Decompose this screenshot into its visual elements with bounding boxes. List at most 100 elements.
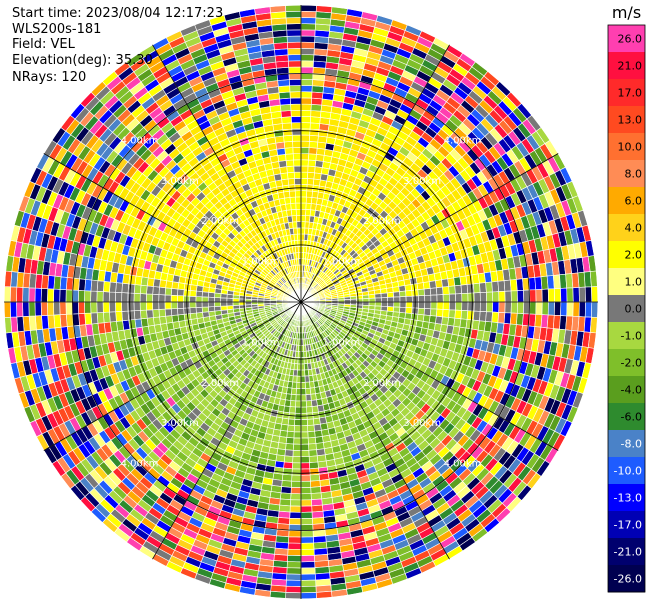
velocity-gate (380, 292, 388, 299)
velocity-gate (436, 308, 444, 318)
velocity-gate (300, 388, 307, 396)
velocity-gate (290, 480, 302, 488)
velocity-gate (139, 309, 148, 320)
velocity-gate (127, 283, 136, 294)
velocity-gate (279, 492, 292, 501)
velocity-gate (584, 286, 593, 303)
velocity-gate (287, 554, 302, 563)
velocity-gate (448, 293, 457, 303)
velocity-gate (201, 306, 210, 313)
velocity-gate (308, 147, 318, 155)
velocity-gate (553, 288, 562, 303)
velocity-gate (189, 307, 197, 314)
velocity-gate (152, 293, 160, 303)
velocity-gate (492, 301, 500, 313)
velocity-gate (442, 293, 450, 303)
velocity-gate (307, 159, 317, 167)
velocity-gate (448, 309, 456, 319)
velocity-gate (509, 279, 518, 292)
velocity-gate (293, 437, 302, 445)
velocity-gate (133, 310, 142, 320)
velocity-gate (310, 103, 323, 112)
velocity-gate (102, 311, 111, 324)
velocity-gate (300, 215, 306, 223)
velocity-gate (300, 66, 314, 74)
velocity-gate (455, 293, 463, 303)
velocity-gate (176, 301, 184, 309)
velocity-gate (300, 4, 317, 12)
velocity-gate (399, 290, 407, 298)
velocity-gate (541, 288, 549, 303)
velocity-gate (498, 290, 506, 303)
velocity-gate (368, 297, 376, 303)
velocity-gate (300, 23, 316, 31)
velocity-gate (405, 295, 413, 303)
velocity-gate (380, 297, 388, 303)
velocity-gate (300, 474, 311, 482)
velocity-gate (300, 91, 313, 99)
velocity-gate (516, 289, 525, 303)
velocity-gate (309, 467, 320, 476)
velocity-gate (127, 292, 135, 303)
velocity-gate (310, 492, 323, 501)
velocity-gate (300, 29, 316, 37)
velocity-gate (300, 592, 317, 600)
velocity-gate (307, 424, 315, 433)
velocity-gate (84, 290, 92, 303)
velocity-gate (34, 287, 42, 303)
velocity-gate (281, 480, 292, 488)
velocity-gate (309, 122, 321, 131)
velocity-gate (300, 54, 315, 62)
velocity-gate (195, 296, 203, 303)
velocity-gate (287, 424, 295, 433)
velocity-gate (300, 363, 305, 371)
velocity-gate (287, 542, 302, 550)
velocity-gate (491, 280, 500, 293)
velocity-gate (386, 287, 394, 294)
velocity-gate (386, 291, 395, 298)
velocity-gate (292, 456, 302, 464)
velocity-gate (278, 436, 288, 444)
velocity-gate (492, 291, 500, 303)
velocity-gate (300, 165, 309, 173)
velocity-gate (189, 301, 197, 309)
velocity-gate (308, 140, 319, 149)
velocity-gate (102, 280, 111, 293)
velocity-gate (214, 297, 222, 303)
velocity-gate (300, 153, 310, 161)
velocity-gate (497, 312, 506, 324)
velocity-gate (311, 85, 324, 94)
velocity-gate (152, 309, 160, 318)
velocity-gate (9, 286, 18, 303)
velocity-gate (306, 406, 313, 414)
velocity-gate (424, 301, 432, 310)
velocity-gate (472, 282, 481, 294)
velocity-gate (404, 284, 413, 292)
velocity-gate (300, 116, 312, 124)
velocity-gate (34, 301, 42, 317)
velocity-gate (572, 287, 580, 303)
velocity-gate (309, 387, 316, 395)
velocity-gate (285, 443, 294, 451)
velocity-gate (294, 406, 302, 414)
velocity-gate (393, 296, 401, 303)
velocity-gate (189, 295, 197, 303)
velocity-gate (300, 103, 312, 111)
velocity-gate (486, 291, 494, 303)
velocity-gate (109, 281, 117, 293)
velocity-gate (455, 301, 463, 311)
velocity-gate (529, 301, 537, 315)
velocity-gate (300, 227, 306, 235)
velocity-gate (196, 311, 204, 319)
velocity-gate (285, 579, 302, 587)
velocity-gate (207, 296, 215, 303)
velocity-gate (16, 286, 24, 303)
velocity-gate (109, 311, 117, 323)
velocity-gate (285, 592, 302, 600)
velocity-gate (300, 400, 307, 408)
velocity-gate (300, 177, 308, 185)
velocity-gate (189, 290, 197, 297)
velocity-gate (461, 301, 469, 312)
velocity-gate (300, 351, 305, 359)
velocity-gate (158, 286, 166, 296)
